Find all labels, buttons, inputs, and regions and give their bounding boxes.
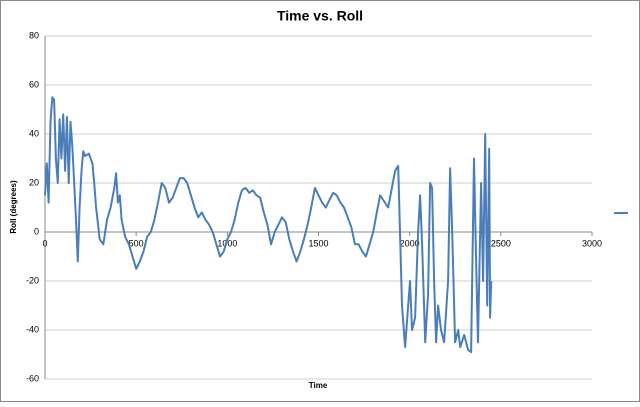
y-tick-label: 40 (29, 128, 39, 138)
chart-title: Time vs. Roll (277, 8, 363, 24)
x-tick-label: 2000 (400, 238, 420, 248)
y-tick-label: -40 (26, 324, 39, 334)
x-axis-label: Time (309, 381, 328, 390)
y-tick-label: -20 (26, 275, 39, 285)
x-tick-label: 0 (42, 238, 47, 248)
x-tick-label: 3000 (582, 238, 602, 248)
y-axis-label: Roll (degrees) (9, 180, 18, 234)
x-tick-label: 500 (129, 238, 144, 248)
y-tick-label: -60 (26, 373, 39, 383)
y-tick-label: 80 (29, 30, 39, 40)
y-tick-label: 60 (29, 79, 39, 89)
x-tick-label: 1500 (308, 238, 328, 248)
line-series (44, 96, 493, 354)
x-tick-label: 2500 (491, 238, 511, 248)
y-tick-label: 20 (29, 177, 39, 187)
x-tick-label: 1000 (217, 238, 237, 248)
y-tick-label: 0 (34, 226, 39, 236)
